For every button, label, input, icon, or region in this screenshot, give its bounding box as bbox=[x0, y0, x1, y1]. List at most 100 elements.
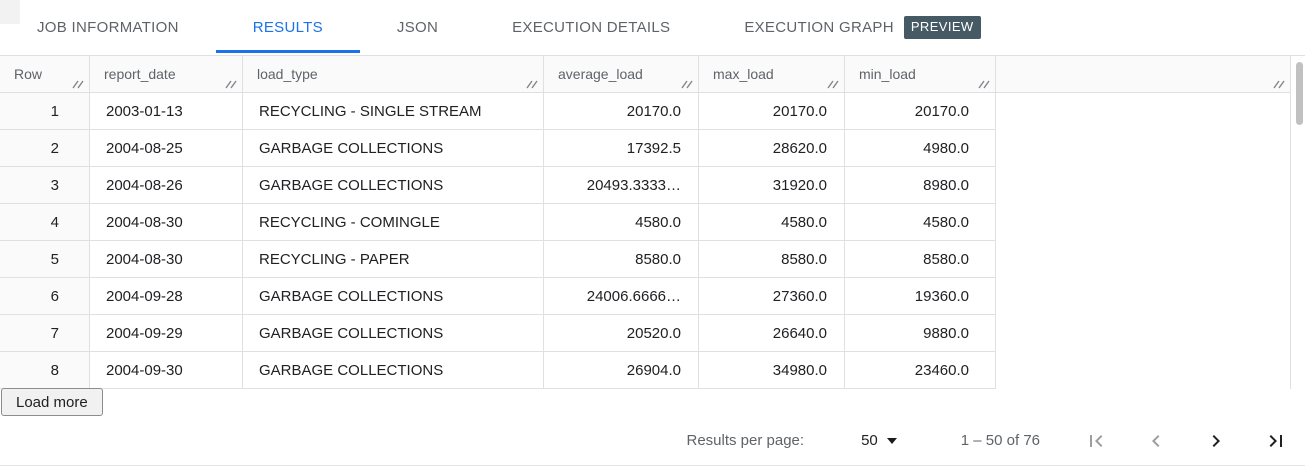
table-row: 1 2003-01-13 RECYCLING - SINGLE STREAM 2… bbox=[0, 93, 1305, 130]
column-header-filler bbox=[996, 56, 1291, 93]
cell-filler bbox=[996, 204, 1291, 241]
cell-max-load: 31920.0 bbox=[699, 167, 845, 204]
chevron-left-icon bbox=[1152, 434, 1160, 447]
cell-min-load: 4980.0 bbox=[845, 130, 996, 167]
results-tab-bar: JOB INFORMATION RESULTS JSON EXECUTION D… bbox=[0, 0, 1305, 56]
cell-filler bbox=[996, 167, 1291, 204]
cell-load-type: GARBAGE COLLECTIONS bbox=[243, 352, 544, 389]
column-resize-handle-icon[interactable] bbox=[526, 80, 538, 89]
preview-badge: PREVIEW bbox=[903, 16, 981, 39]
cell-min-load: 20170.0 bbox=[845, 93, 996, 130]
tab-label: JSON bbox=[396, 19, 439, 36]
cell-min-load: 23460.0 bbox=[845, 352, 996, 389]
cell-max-load: 34980.0 bbox=[699, 352, 845, 389]
load-more-button[interactable]: Load more bbox=[1, 388, 103, 416]
tab-json[interactable]: JSON bbox=[360, 0, 475, 55]
cell-filler bbox=[996, 278, 1291, 315]
cell-average-load: 20520.0 bbox=[544, 315, 699, 352]
chevron-down-icon bbox=[886, 437, 897, 444]
table-row: 3 2004-08-26 GARBAGE COLLECTIONS 20493.3… bbox=[0, 167, 1305, 204]
table-row: 8 2004-09-30 GARBAGE COLLECTIONS 26904.0… bbox=[0, 352, 1305, 389]
cell-filler bbox=[996, 93, 1291, 130]
column-header-load-type: load_type bbox=[243, 56, 544, 93]
cell-average-load: 24006.6666… bbox=[544, 278, 699, 315]
page-size-select[interactable]: 50 bbox=[861, 432, 897, 449]
results-per-page-label: Results per page: bbox=[686, 432, 805, 449]
last-page-button[interactable] bbox=[1264, 429, 1288, 453]
cell-row-number: 6 bbox=[0, 278, 90, 315]
tab-label: RESULTS bbox=[252, 19, 323, 36]
tab-job-information[interactable]: JOB INFORMATION bbox=[0, 0, 216, 55]
cell-min-load: 19360.0 bbox=[845, 278, 996, 315]
tab-label: EXECUTION DETAILS bbox=[512, 19, 671, 36]
column-resize-handle-icon[interactable] bbox=[978, 80, 990, 89]
cell-filler bbox=[996, 315, 1291, 352]
cell-load-type: RECYCLING - PAPER bbox=[243, 241, 544, 278]
column-header-average-load: average_load bbox=[544, 56, 699, 93]
column-resize-handle-icon[interactable] bbox=[1273, 80, 1285, 89]
column-header-row: Row bbox=[0, 56, 90, 93]
cell-report-date: 2004-08-30 bbox=[90, 204, 243, 241]
table-row: 2 2004-08-25 GARBAGE COLLECTIONS 17392.5… bbox=[0, 130, 1305, 167]
cell-row-number: 4 bbox=[0, 204, 90, 241]
tab-label: JOB INFORMATION bbox=[37, 19, 179, 36]
column-resize-handle-icon[interactable] bbox=[827, 80, 839, 89]
tab-execution-details[interactable]: EXECUTION DETAILS bbox=[475, 0, 707, 55]
page-size-value: 50 bbox=[861, 432, 878, 449]
tab-execution-graph[interactable]: EXECUTION GRAPH PREVIEW bbox=[707, 0, 1017, 55]
cell-row-number: 3 bbox=[0, 167, 90, 204]
cell-average-load: 20493.3333… bbox=[544, 167, 699, 204]
cell-max-load: 28620.0 bbox=[699, 130, 845, 167]
table-row: 4 2004-08-30 RECYCLING - COMINGLE 4580.0… bbox=[0, 204, 1305, 241]
cell-max-load: 26640.0 bbox=[699, 315, 845, 352]
table-row: 6 2004-09-28 GARBAGE COLLECTIONS 24006.6… bbox=[0, 278, 1305, 315]
cell-load-type: RECYCLING - COMINGLE bbox=[243, 204, 544, 241]
vertical-scrollbar[interactable] bbox=[1296, 62, 1303, 125]
cell-max-load: 20170.0 bbox=[699, 93, 845, 130]
cell-load-type: RECYCLING - SINGLE STREAM bbox=[243, 93, 544, 130]
cell-filler bbox=[996, 241, 1291, 278]
column-header-min-load: min_load bbox=[845, 56, 996, 93]
cell-filler bbox=[996, 130, 1291, 167]
pagination-bar: Results per page: 50 1 – 50 of 76 bbox=[0, 416, 1305, 465]
cell-filler bbox=[996, 352, 1291, 389]
panel-corner bbox=[0, 0, 20, 24]
tab-label: EXECUTION GRAPH bbox=[744, 19, 894, 36]
cell-row-number: 1 bbox=[0, 93, 90, 130]
cell-report-date: 2004-09-28 bbox=[90, 278, 243, 315]
pagination-nav bbox=[1084, 429, 1288, 453]
cell-row-number: 7 bbox=[0, 315, 90, 352]
cell-average-load: 20170.0 bbox=[544, 93, 699, 130]
cell-average-load: 4580.0 bbox=[544, 204, 699, 241]
cell-report-date: 2003-01-13 bbox=[90, 93, 243, 130]
column-resize-handle-icon[interactable] bbox=[681, 80, 693, 89]
table-row: 5 2004-08-30 RECYCLING - PAPER 8580.0 85… bbox=[0, 241, 1305, 278]
cell-load-type: GARBAGE COLLECTIONS bbox=[243, 167, 544, 204]
cell-average-load: 26904.0 bbox=[544, 352, 699, 389]
next-page-button[interactable] bbox=[1204, 429, 1228, 453]
cell-min-load: 9880.0 bbox=[845, 315, 996, 352]
cell-report-date: 2004-08-26 bbox=[90, 167, 243, 204]
cell-max-load: 4580.0 bbox=[699, 204, 845, 241]
cell-report-date: 2004-09-30 bbox=[90, 352, 243, 389]
column-resize-handle-icon[interactable] bbox=[72, 80, 84, 89]
cell-min-load: 4580.0 bbox=[845, 204, 996, 241]
cell-report-date: 2004-08-30 bbox=[90, 241, 243, 278]
cell-row-number: 2 bbox=[0, 130, 90, 167]
cell-max-load: 8580.0 bbox=[699, 241, 845, 278]
previous-page-button bbox=[1144, 429, 1168, 453]
table-header-row: Row report_date load_type average_load m… bbox=[0, 56, 1305, 93]
column-header-report-date: report_date bbox=[90, 56, 243, 93]
tab-results[interactable]: RESULTS bbox=[215, 0, 361, 55]
cell-report-date: 2004-09-29 bbox=[90, 315, 243, 352]
column-resize-handle-icon[interactable] bbox=[225, 80, 237, 89]
cell-min-load: 8980.0 bbox=[845, 167, 996, 204]
results-table: Row report_date load_type average_load m… bbox=[0, 56, 1305, 389]
cell-average-load: 17392.5 bbox=[544, 130, 699, 167]
table-row: 7 2004-09-29 GARBAGE COLLECTIONS 20520.0… bbox=[0, 315, 1305, 352]
cell-load-type: GARBAGE COLLECTIONS bbox=[243, 130, 544, 167]
cell-row-number: 8 bbox=[0, 352, 90, 389]
page-range-text: 1 – 50 of 76 bbox=[960, 432, 1040, 449]
cell-load-type: GARBAGE COLLECTIONS bbox=[243, 315, 544, 352]
cell-report-date: 2004-08-25 bbox=[90, 130, 243, 167]
